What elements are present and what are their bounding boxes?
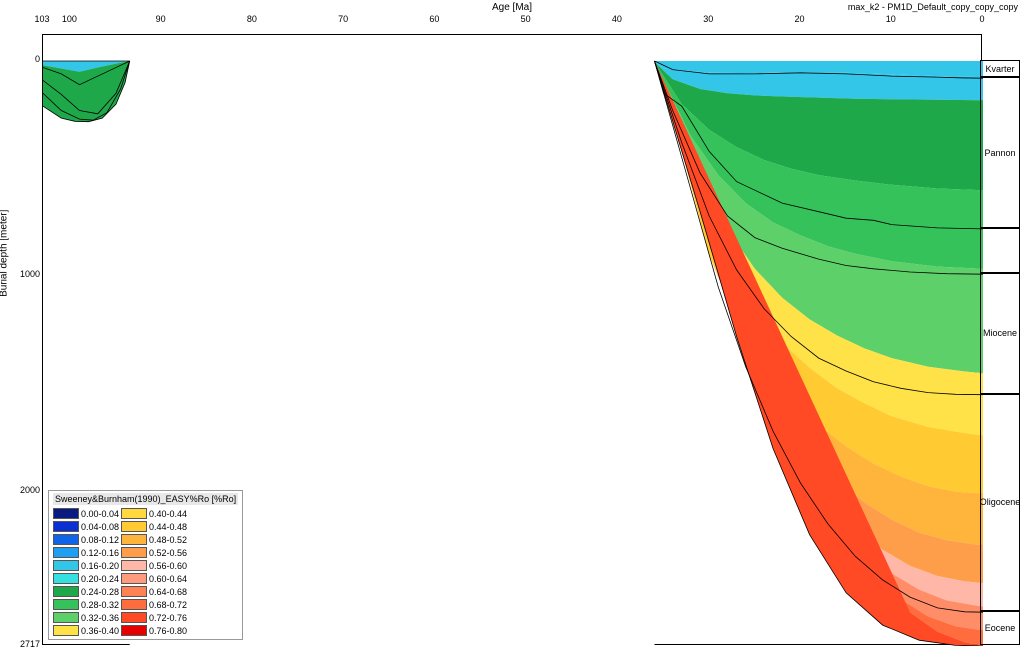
legend-item: 0.24-0.28 xyxy=(53,585,119,598)
legend-label: 0.76-0.80 xyxy=(149,626,187,636)
strat-unit: Pannon xyxy=(980,77,1020,228)
y-tick: 1000 xyxy=(2,269,40,279)
legend-swatch xyxy=(121,612,147,623)
legend-label: 0.24-0.28 xyxy=(81,587,119,597)
legend-label: 0.56-0.60 xyxy=(149,561,187,571)
strat-unit: Eocene xyxy=(980,611,1020,645)
legend-swatch xyxy=(53,560,79,571)
legend-label: 0.44-0.48 xyxy=(149,522,187,532)
legend-swatch xyxy=(121,521,147,532)
x-tick: 40 xyxy=(612,14,622,24)
x-tick: 103 xyxy=(34,14,49,24)
legend-swatch xyxy=(53,521,79,532)
legend-label: 0.52-0.56 xyxy=(149,548,187,558)
legend-swatch xyxy=(53,547,79,558)
legend-swatch xyxy=(53,612,79,623)
legend-col: 0.40-0.44 0.44-0.48 0.48-0.52 0.52-0.56 0.56… xyxy=(121,507,187,637)
legend-item: 0.40-0.44 xyxy=(121,507,187,520)
x-tick: 50 xyxy=(521,14,531,24)
legend-label: 0.48-0.52 xyxy=(149,535,187,545)
legend-label: 0.16-0.20 xyxy=(81,561,119,571)
legend-label: 0.40-0.44 xyxy=(149,509,187,519)
x-tick: 10 xyxy=(886,14,896,24)
legend-swatch xyxy=(53,599,79,610)
legend-swatch xyxy=(53,534,79,545)
legend-label: 0.00-0.04 xyxy=(81,509,119,519)
legend-title: Sweeney&Burnham(1990)_EASY%Ro [%Ro] xyxy=(53,493,238,505)
strat-unit xyxy=(980,228,1020,273)
legend-swatch xyxy=(121,508,147,519)
legend-label: 0.20-0.24 xyxy=(81,574,119,584)
legend-label: 0.36-0.40 xyxy=(81,626,119,636)
legend-swatch xyxy=(53,625,79,636)
legend-swatch xyxy=(121,560,147,571)
legend-label: 0.72-0.76 xyxy=(149,613,187,623)
strat-unit: Oligocene xyxy=(980,394,1020,611)
y-tick: 2717 xyxy=(2,639,40,649)
x-tick: 80 xyxy=(247,14,257,24)
legend-item: 0.28-0.32 xyxy=(53,598,119,611)
legend-label: 0.60-0.64 xyxy=(149,574,187,584)
legend-item: 0.20-0.24 xyxy=(53,572,119,585)
legend-label: 0.32-0.36 xyxy=(81,613,119,623)
legend-label: 0.64-0.68 xyxy=(149,587,187,597)
model-label: max_k2 - PM1D_Default_copy_copy_copy xyxy=(848,2,1018,12)
legend-item: 0.12-0.16 xyxy=(53,546,119,559)
legend-item: 0.56-0.60 xyxy=(121,559,187,572)
legend-item: 0.72-0.76 xyxy=(121,611,187,624)
y-tick: 0 xyxy=(2,54,40,64)
legend-swatch xyxy=(53,508,79,519)
burial-history-chart: Age [Ma] max_k2 - PM1D_Default_copy_copy… xyxy=(0,0,1024,670)
legend-item: 0.36-0.40 xyxy=(53,624,119,637)
legend-item: 0.16-0.20 xyxy=(53,559,119,572)
legend-item: 0.60-0.64 xyxy=(121,572,187,585)
x-tick: 60 xyxy=(429,14,439,24)
legend-swatch xyxy=(121,573,147,584)
legend-item: 0.64-0.68 xyxy=(121,585,187,598)
x-tick: 70 xyxy=(338,14,348,24)
legend-label: 0.08-0.12 xyxy=(81,535,119,545)
legend-item: 0.76-0.80 xyxy=(121,624,187,637)
legend-swatch xyxy=(121,625,147,636)
legend-item: 0.04-0.08 xyxy=(53,520,119,533)
legend-item: 0.68-0.72 xyxy=(121,598,187,611)
legend-col: 0.00-0.04 0.04-0.08 0.08-0.12 0.12-0.16 0.16… xyxy=(53,507,119,637)
strat-unit: Miocene xyxy=(980,273,1020,394)
legend-swatch xyxy=(121,547,147,558)
legend-item: 0.08-0.12 xyxy=(53,533,119,546)
y-axis-label: Burial depth [meter] xyxy=(0,210,10,297)
x-tick: 30 xyxy=(703,14,713,24)
strat-unit: Kvarter xyxy=(980,60,1020,77)
legend-swatch xyxy=(121,586,147,597)
legend-item: 0.32-0.36 xyxy=(53,611,119,624)
legend-swatch xyxy=(53,573,79,584)
legend-columns: 0.00-0.04 0.04-0.08 0.08-0.12 0.12-0.16 0.16… xyxy=(53,507,238,637)
legend-item: 0.48-0.52 xyxy=(121,533,187,546)
y-tick: 2000 xyxy=(2,485,40,495)
legend-swatch xyxy=(121,599,147,610)
legend-label: 0.12-0.16 xyxy=(81,548,119,558)
legend-label: 0.28-0.32 xyxy=(81,600,119,610)
legend-label: 0.04-0.08 xyxy=(81,522,119,532)
legend-label: 0.68-0.72 xyxy=(149,600,187,610)
ro-legend: Sweeney&Burnham(1990)_EASY%Ro [%Ro] 0.00… xyxy=(48,490,243,640)
strat-column: KvarterPannon MioceneOligoceneEocene xyxy=(980,60,1020,645)
x-tick: 100 xyxy=(62,14,77,24)
legend-swatch xyxy=(53,586,79,597)
x-tick: 20 xyxy=(794,14,804,24)
legend-swatch xyxy=(121,534,147,545)
x-tick: 90 xyxy=(156,14,166,24)
legend-item: 0.00-0.04 xyxy=(53,507,119,520)
x-tick: 0 xyxy=(979,14,984,24)
legend-item: 0.52-0.56 xyxy=(121,546,187,559)
legend-item: 0.44-0.48 xyxy=(121,520,187,533)
